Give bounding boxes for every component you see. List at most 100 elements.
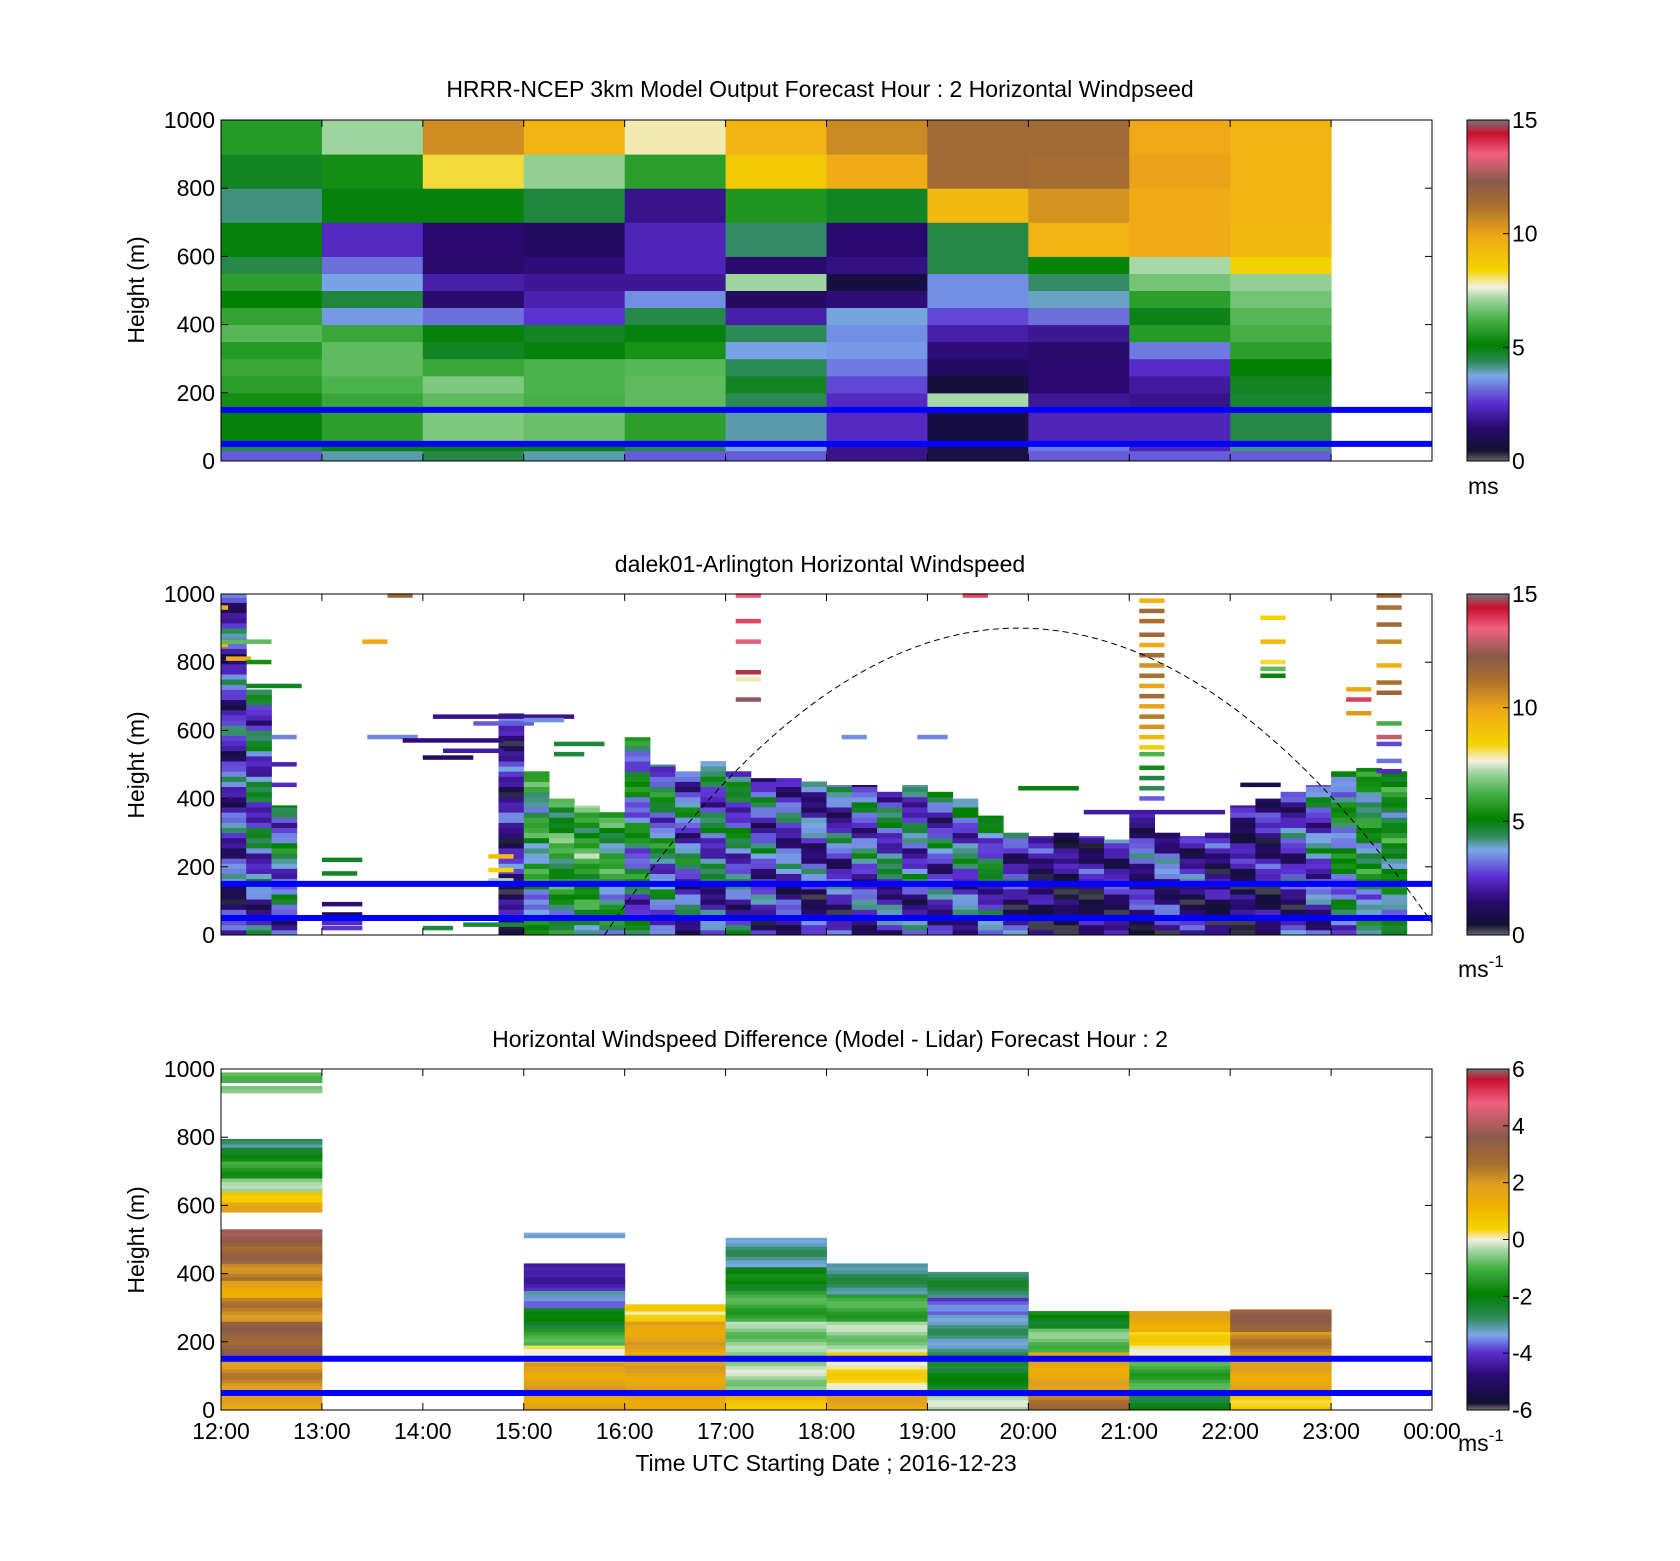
x-tick-label: 21:00 bbox=[1101, 1418, 1159, 1444]
diff-cell bbox=[624, 1372, 727, 1377]
lidar-cell bbox=[977, 863, 1004, 869]
panel-difference-heatmap bbox=[221, 1072, 1332, 1411]
lidar-cell bbox=[624, 822, 651, 828]
lidar-cell bbox=[1179, 873, 1206, 880]
lidar-cell bbox=[952, 909, 979, 915]
lidar-cell bbox=[977, 817, 1004, 823]
model-cell bbox=[321, 154, 424, 189]
lidar-cell bbox=[1104, 873, 1130, 880]
diff-cell bbox=[221, 1379, 323, 1384]
lidar-cell bbox=[1331, 776, 1357, 782]
lidar-cell bbox=[1230, 863, 1256, 869]
model-cell bbox=[624, 341, 727, 360]
diff-cell bbox=[523, 1386, 626, 1390]
panel-lidar-unit-exponent: -1 bbox=[1489, 952, 1504, 971]
lidar-cell bbox=[221, 853, 247, 859]
lidar-cell bbox=[523, 873, 550, 880]
diff-cell bbox=[725, 1331, 827, 1336]
lidar-cell bbox=[877, 848, 903, 854]
model-cell bbox=[221, 450, 323, 462]
model-cell bbox=[826, 222, 928, 257]
diff-cell bbox=[624, 1338, 727, 1343]
diff-cell bbox=[927, 1273, 1029, 1278]
diff-cell bbox=[624, 1399, 727, 1404]
model-cell bbox=[927, 290, 1029, 308]
diff-cell bbox=[1230, 1386, 1332, 1390]
lidar-cell bbox=[826, 791, 853, 798]
lidar-cell bbox=[776, 894, 802, 900]
diff-cell bbox=[221, 1147, 323, 1152]
lidar-bin bbox=[1260, 666, 1286, 672]
lidar-cell bbox=[1129, 822, 1155, 828]
model-cell bbox=[523, 188, 626, 223]
diff-cell bbox=[221, 1396, 323, 1401]
lidar-cell bbox=[1129, 904, 1155, 910]
diff-cell bbox=[725, 1297, 827, 1302]
model-cell bbox=[826, 341, 928, 360]
diff-cell bbox=[725, 1294, 827, 1298]
model-cell bbox=[1028, 273, 1130, 291]
diff-cell bbox=[624, 1314, 727, 1319]
lidar-cell bbox=[221, 929, 247, 936]
diff-cell bbox=[1129, 1345, 1231, 1349]
lidar-cell bbox=[1003, 889, 1029, 895]
model-cell bbox=[1028, 358, 1130, 377]
lidar-cell bbox=[549, 817, 575, 823]
diff-cell bbox=[221, 1317, 323, 1322]
lidar-cell bbox=[1078, 909, 1105, 915]
lidar-cell bbox=[599, 909, 626, 915]
lidar-cell bbox=[599, 904, 626, 910]
model-cell bbox=[523, 307, 626, 326]
lidar-cell bbox=[1381, 812, 1408, 818]
lidar-cell bbox=[952, 929, 979, 936]
lidar-bin bbox=[271, 762, 297, 767]
lidar-cell bbox=[246, 812, 272, 818]
lidar-cell bbox=[675, 899, 701, 905]
diff-cell bbox=[1028, 1396, 1130, 1401]
lidar-bin bbox=[1139, 765, 1165, 770]
lidar-cell bbox=[700, 909, 727, 915]
diff-cell bbox=[725, 1396, 827, 1401]
diff-cell bbox=[826, 1270, 928, 1274]
lidar-cell bbox=[1104, 909, 1130, 915]
lidar-cell bbox=[675, 889, 701, 895]
lidar-cell bbox=[927, 909, 954, 915]
diff-cell bbox=[221, 1075, 323, 1080]
lidar-cell bbox=[1179, 899, 1206, 905]
lidar-cell bbox=[700, 873, 727, 880]
lidar-cell bbox=[1356, 767, 1382, 772]
lidar-cell bbox=[1305, 796, 1332, 803]
lidar-cell bbox=[725, 873, 752, 880]
lidar-cell bbox=[1028, 904, 1054, 910]
lidar-cell bbox=[624, 776, 651, 782]
lidar-cell bbox=[246, 720, 272, 726]
lidar-cell bbox=[1104, 924, 1130, 931]
diff-cell bbox=[725, 1300, 827, 1305]
lidar-cell bbox=[902, 868, 928, 874]
lidar-cell bbox=[1305, 817, 1332, 823]
lidar-cell bbox=[1230, 894, 1256, 900]
diff-cell bbox=[624, 1345, 727, 1349]
lidar-cell bbox=[801, 781, 827, 787]
lidar-cell bbox=[1331, 837, 1357, 844]
lidar-cell bbox=[221, 740, 247, 747]
model-cell bbox=[321, 290, 424, 308]
lidar-bin bbox=[488, 878, 514, 883]
model-cell bbox=[624, 324, 727, 343]
diff-cell bbox=[1230, 1348, 1332, 1353]
lidar-cell bbox=[221, 643, 247, 649]
panel-lidar-profile-lines bbox=[221, 880, 1432, 921]
model-cell bbox=[523, 154, 626, 189]
lidar-cell bbox=[498, 929, 525, 936]
lidar-cell bbox=[1078, 899, 1105, 905]
model-cell bbox=[725, 154, 827, 189]
lidar-bin bbox=[1376, 680, 1402, 685]
lidar-cell bbox=[574, 929, 600, 936]
lidar-cell bbox=[221, 709, 247, 716]
lidar-cell bbox=[1305, 827, 1332, 834]
colorbar-tick-label: 4 bbox=[1512, 1113, 1525, 1139]
lidar-cell bbox=[1381, 848, 1408, 854]
lidar-cell bbox=[902, 822, 928, 828]
model-cell bbox=[422, 450, 525, 462]
lidar-cell bbox=[624, 737, 651, 741]
